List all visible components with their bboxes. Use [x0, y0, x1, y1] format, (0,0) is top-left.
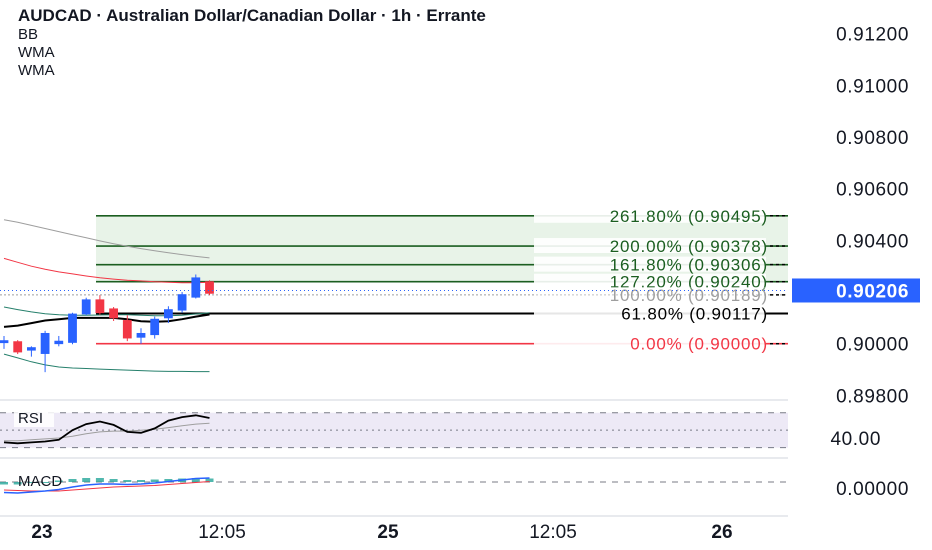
bollinger-lower-band — [3, 353, 210, 373]
candle-body[interactable] — [0, 340, 9, 344]
rsi-signal-line — [4, 422, 210, 442]
price-tick-label: 0.90600 — [836, 180, 909, 201]
candle-body[interactable] — [163, 309, 173, 319]
macd-histogram-bar — [123, 480, 132, 482]
fib-level-label[interactable]: 127.20% (0.90240) — [610, 273, 768, 292]
current-price-label: 0.90206 — [836, 281, 909, 302]
symbol-title[interactable]: AUDCAD · Australian Dollar/Canadian Doll… — [18, 6, 486, 25]
candle-body[interactable] — [13, 341, 23, 353]
indicator-bb-label[interactable]: BB — [18, 26, 39, 43]
macd-histogram-bar — [54, 480, 63, 482]
price-axis[interactable]: 0.91200 0.91000 0.90800 0.90600 0.90400 0.900… — [0, 25, 920, 408]
indicator-lines — [3, 219, 210, 373]
candle-body[interactable] — [109, 308, 118, 319]
candle-body[interactable] — [205, 281, 214, 294]
fib-label-background — [534, 335, 766, 351]
time-axis[interactable]: 23 12:05 25 12:05 26 — [31, 522, 732, 543]
candle-body[interactable] — [136, 332, 146, 338]
macd-histogram-bar — [150, 479, 159, 482]
macd-histogram-bar — [95, 478, 104, 482]
fibonacci-extension[interactable]: 261.80% (0.90495) 200.00% (0.90378)161.80… — [0, 207, 788, 354]
bollinger-upper-band — [3, 257, 210, 284]
macd-tick-label: 0.00000 — [836, 479, 909, 500]
macd-histogram-bar — [82, 478, 91, 482]
candle-body[interactable] — [122, 320, 132, 339]
candle-body[interactable] — [150, 318, 160, 336]
price-tick-label: 0.90800 — [836, 128, 909, 149]
candle-body[interactable] — [40, 332, 50, 354]
rsi-pane-label[interactable]: RSI — [18, 410, 43, 427]
candle-body[interactable] — [191, 277, 201, 298]
macd-pane-label[interactable]: MACD — [18, 473, 62, 490]
price-tick-label: 0.89800 — [836, 386, 909, 407]
rsi-line — [3, 414, 210, 445]
fib-label-background — [534, 305, 766, 321]
candle-body[interactable] — [68, 313, 77, 343]
macd-histogram-bar — [164, 479, 173, 482]
macd-histogram-bar — [191, 478, 200, 482]
wma-slow-line — [3, 219, 210, 259]
grid-and-separators — [0, 399, 788, 517]
candle-body[interactable] — [54, 340, 64, 345]
macd-line — [3, 477, 210, 494]
time-tick-label: 26 — [711, 522, 732, 543]
candle-body[interactable] — [95, 299, 105, 314]
time-tick-label: 25 — [377, 522, 399, 543]
fib-level-label[interactable]: 200.00% (0.90378) — [610, 237, 768, 256]
rsi-pane[interactable]: RSI 40.00 — [0, 407, 881, 450]
wma-fast-line — [3, 313, 210, 328]
macd-histogram-bar — [137, 480, 145, 482]
rsi-tick-label: 40.00 — [830, 429, 881, 450]
indicator-wma-label-2[interactable]: WMA — [18, 62, 55, 79]
macd-histogram-bar — [68, 479, 77, 482]
rsi-band-fill — [0, 412, 788, 448]
time-tick-label: 12:05 — [529, 522, 577, 543]
candle-body[interactable] — [177, 294, 187, 311]
current-price-badge[interactable] — [792, 278, 920, 303]
candles[interactable] — [0, 274, 214, 373]
price-tick-label: 0.91200 — [836, 25, 909, 46]
fib-level-label[interactable]: 261.80% (0.90495) — [610, 207, 768, 226]
fib-level-label[interactable]: 0.00% (0.90000) — [630, 335, 768, 354]
fib-label-background — [534, 273, 766, 289]
fib-level-label[interactable]: 161.80% (0.90306) — [610, 256, 768, 275]
candle-body[interactable] — [81, 299, 91, 315]
fib-level-label[interactable]: 61.80% (0.90117) — [621, 304, 768, 323]
time-tick-label: 12:05 — [198, 522, 246, 543]
fib-label-background — [534, 238, 766, 254]
macd-histogram-bar — [41, 482, 50, 483]
macd-pane[interactable]: MACD 0.00000 — [0, 473, 909, 500]
macd-histogram-bar — [109, 479, 118, 482]
fib-label-background — [534, 207, 766, 223]
price-tick-label: 0.90400 — [836, 231, 909, 252]
macd-histogram-bar — [0, 482, 8, 485]
fib-label-background — [534, 256, 766, 272]
bollinger-basis — [3, 306, 210, 317]
fib-level-label[interactable]: 100.00% (0.90189) — [610, 286, 768, 305]
time-tick-label: 23 — [31, 522, 52, 543]
macd-histogram-bar — [205, 478, 214, 482]
indicator-wma-label[interactable]: WMA — [18, 44, 55, 61]
candle-body[interactable] — [26, 347, 36, 351]
macd-histogram-bar — [27, 482, 36, 483]
chart-legend: AUDCAD · Australian Dollar/Canadian Doll… — [18, 6, 486, 80]
price-tick-label: 0.90000 — [836, 335, 909, 356]
price-tick-label: 0.91000 — [836, 76, 909, 97]
macd-histogram-bar — [13, 482, 22, 485]
rsi-label-background — [14, 407, 54, 427]
